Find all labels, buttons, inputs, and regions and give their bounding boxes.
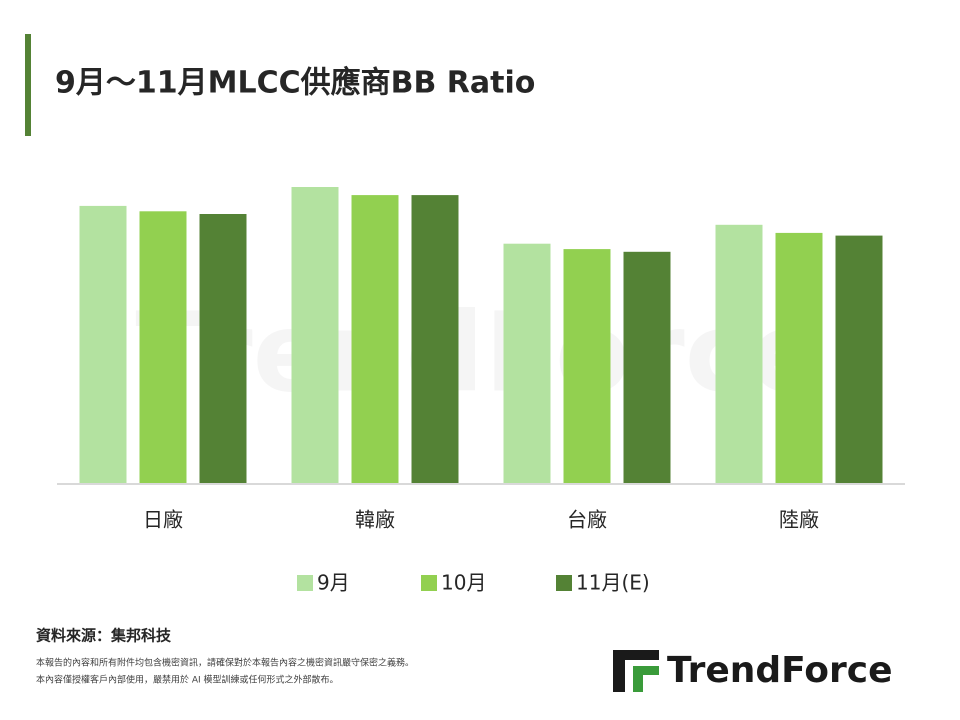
- bar: [411, 195, 459, 484]
- bar: [715, 224, 763, 485]
- disclaimer: 本內容僅授權客戶內部使用，嚴禁用於 AI 模型訓練或任何形式之外部散布。: [36, 674, 339, 686]
- x-tick-label: 日廠: [143, 508, 183, 532]
- bar: [139, 211, 187, 485]
- legend-swatch: [421, 575, 437, 591]
- disclaimer: 本報告的內容和所有附件均包含機密資訊，請確保對於本報告內容之機密資訊嚴守保密之義…: [36, 657, 414, 669]
- legend-label: 9月: [317, 571, 350, 595]
- bar: [623, 251, 671, 484]
- x-tick-label: 韓廠: [355, 508, 395, 532]
- bar: [835, 235, 883, 484]
- logo-text: TrendForce: [667, 650, 893, 691]
- bar: [291, 187, 339, 484]
- watermark: TrendForce: [135, 288, 824, 416]
- legend-swatch: [556, 575, 572, 591]
- legend-label: 11月(E): [576, 571, 650, 595]
- bar: [503, 243, 551, 484]
- legend-swatch: [297, 575, 313, 591]
- bar: [79, 205, 127, 484]
- source: 資料來源：集邦科技: [36, 627, 172, 645]
- bar: [775, 232, 823, 484]
- chart-title: 9月～11月MLCC供應商BB Ratio: [55, 66, 535, 101]
- legend-label: 10月: [441, 571, 486, 595]
- x-tick-label: 台廠: [567, 508, 607, 532]
- bar: [563, 249, 611, 484]
- logo-icon: [613, 650, 659, 692]
- bar: [199, 214, 247, 484]
- x-tick-label: 陸廠: [779, 508, 819, 532]
- bar: [351, 195, 399, 484]
- title-accent: [25, 34, 31, 136]
